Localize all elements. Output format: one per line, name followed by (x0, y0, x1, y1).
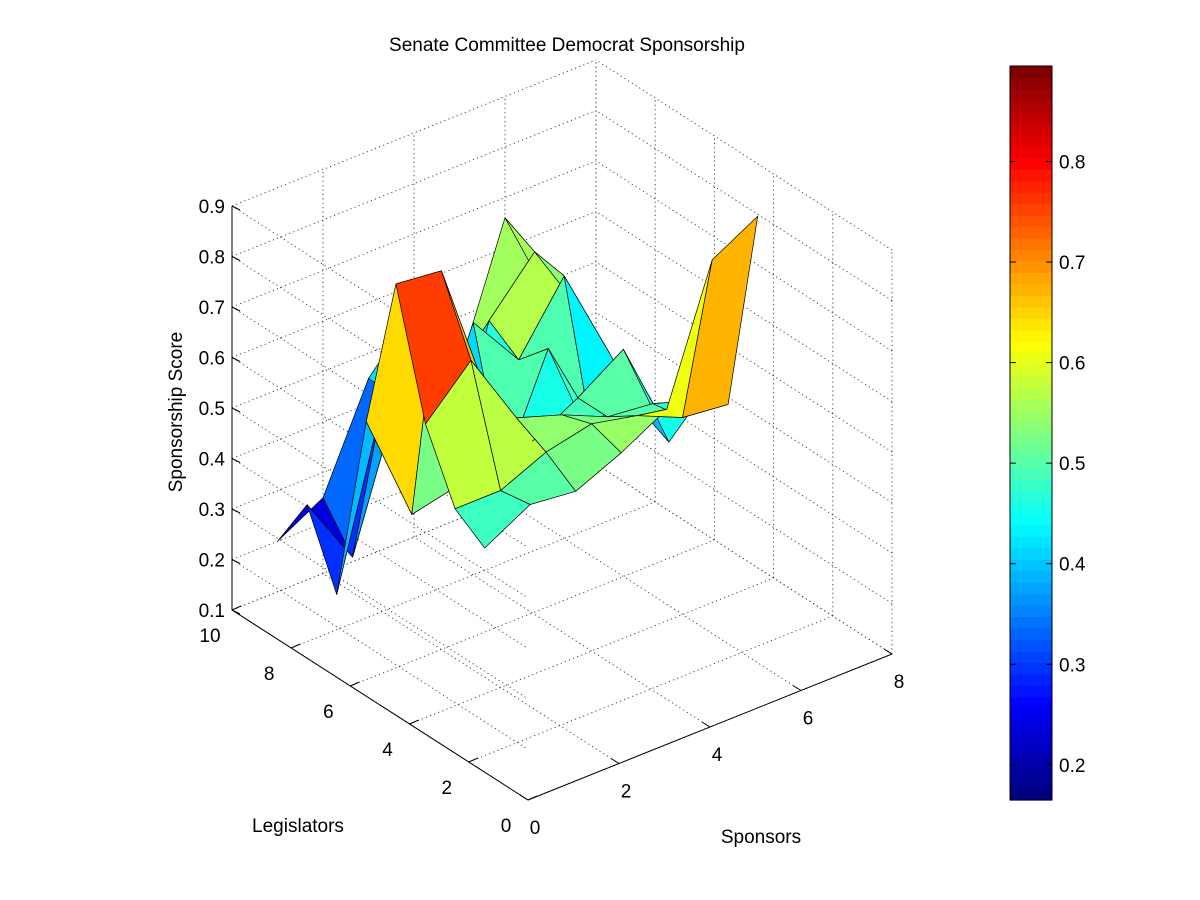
colorbar-swatch (1010, 536, 1052, 548)
colorbar-swatch (1010, 364, 1052, 376)
colorbar-tick-label: 0.7 (1059, 253, 1085, 274)
colorbar-swatch (1010, 639, 1052, 651)
colorbar-swatch (1010, 295, 1052, 307)
colorbar-swatch (1010, 697, 1052, 709)
colorbar-swatch (1010, 77, 1052, 89)
colorbar-swatch (1010, 66, 1052, 78)
z-tick-label: 0.8 (199, 248, 225, 269)
colorbar-swatch (1010, 754, 1052, 766)
colorbar-swatch (1010, 284, 1052, 296)
y-tick-label: 4 (382, 740, 393, 761)
z-axis-label: Sponsorship Score (166, 332, 187, 493)
colorbar-swatch (1010, 146, 1052, 158)
colorbar-swatch (1010, 766, 1052, 778)
colorbar-swatch (1010, 708, 1052, 720)
colorbar-swatch (1010, 467, 1052, 479)
colorbar-swatch (1010, 743, 1052, 755)
colorbar-swatch (1010, 376, 1052, 388)
x-axis-label: Sponsors (721, 827, 801, 848)
colorbar-swatch (1010, 123, 1052, 135)
colorbar-swatch (1010, 318, 1052, 330)
colorbar-tick-label: 0.6 (1059, 354, 1085, 375)
x-tick-label: 0 (530, 818, 541, 839)
colorbar-swatch (1010, 169, 1052, 181)
colorbar-swatch (1010, 307, 1052, 319)
colorbar-swatch (1010, 204, 1052, 216)
colorbar-swatch (1010, 330, 1052, 342)
z-tick-label: 0.9 (199, 197, 225, 218)
colorbar-swatch (1010, 181, 1052, 193)
z-tick-label: 0.7 (199, 298, 225, 319)
colorbar-tick-label: 0.4 (1059, 555, 1086, 576)
colorbar-swatch (1010, 685, 1052, 697)
colorbar-swatch (1010, 353, 1052, 365)
colorbar-swatch (1010, 777, 1052, 789)
colorbar-swatch (1010, 192, 1052, 204)
colorbar-swatch (1010, 674, 1052, 686)
colorbar-swatch (1010, 605, 1052, 617)
colorbar-swatch (1010, 158, 1052, 170)
colorbar-swatch (1010, 261, 1052, 273)
colorbar-swatch (1010, 410, 1052, 422)
x-tick-label: 2 (621, 782, 632, 803)
colorbar-swatch (1010, 272, 1052, 284)
x-tick-label: 8 (894, 672, 905, 693)
y-tick-label: 10 (199, 626, 220, 647)
colorbar-swatch (1010, 617, 1052, 629)
z-tick-label: 0.4 (199, 450, 226, 471)
y-tick-label: 8 (264, 664, 275, 685)
colorbar-swatch (1010, 135, 1052, 147)
colorbar-swatch (1010, 571, 1052, 583)
z-tick-label: 0.3 (199, 500, 225, 521)
z-tick-label: 0.6 (199, 349, 225, 370)
colorbar-swatch (1010, 238, 1052, 250)
colorbar-swatch (1010, 502, 1052, 514)
colorbar-swatch (1010, 433, 1052, 445)
colorbar-swatch (1010, 250, 1052, 262)
colorbar-swatch (1010, 651, 1052, 663)
y-axis-label: Legislators (252, 816, 344, 837)
colorbar-swatch (1010, 789, 1052, 801)
colorbar-swatch (1010, 525, 1052, 537)
z-tick-label: 0.1 (199, 601, 225, 622)
y-tick-label: 2 (442, 778, 453, 799)
colorbar-swatch (1010, 513, 1052, 525)
colorbar-swatch (1010, 490, 1052, 502)
colorbar-swatch (1010, 112, 1052, 124)
colorbar-swatch (1010, 89, 1052, 101)
colorbar-tick-label: 0.3 (1059, 655, 1085, 676)
colorbar-swatch (1010, 387, 1052, 399)
colorbar-swatch (1010, 227, 1052, 239)
z-tick-label: 0.5 (199, 399, 225, 420)
x-tick-label: 6 (803, 709, 814, 730)
z-tick-label: 0.2 (199, 551, 225, 572)
colorbar-swatch (1010, 594, 1052, 606)
colorbar-tick-label: 0.5 (1059, 454, 1085, 475)
colorbar-swatch (1010, 559, 1052, 571)
chart-title: Senate Committee Democrat Sponsorship (389, 35, 745, 56)
y-tick-label: 0 (501, 816, 512, 837)
colorbar-swatch (1010, 422, 1052, 434)
colorbar-swatch (1010, 662, 1052, 674)
colorbar-swatch (1010, 628, 1052, 640)
colorbar-tick-label: 0.2 (1059, 756, 1085, 777)
colorbar-swatch (1010, 456, 1052, 468)
colorbar-swatch (1010, 399, 1052, 411)
colorbar-swatch (1010, 548, 1052, 560)
colorbar-swatch (1010, 731, 1052, 743)
colorbar-swatch (1010, 720, 1052, 732)
colorbar-swatch (1010, 341, 1052, 353)
colorbar-swatch (1010, 582, 1052, 594)
colorbar-swatch (1010, 479, 1052, 491)
x-tick-label: 4 (712, 745, 723, 766)
colorbar-swatch (1010, 215, 1052, 227)
colorbar-tick-label: 0.8 (1059, 153, 1085, 174)
colorbar-swatch (1010, 100, 1052, 112)
y-tick-label: 6 (323, 702, 334, 723)
colorbar-swatch (1010, 444, 1052, 456)
